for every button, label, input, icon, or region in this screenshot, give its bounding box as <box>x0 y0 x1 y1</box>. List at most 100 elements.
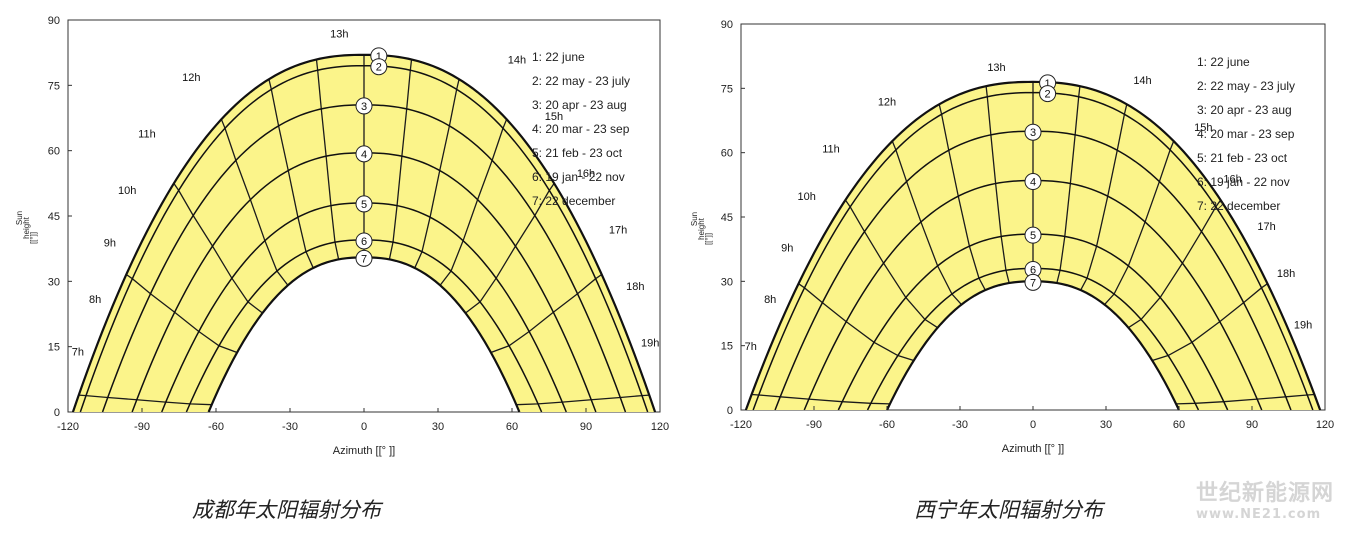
x-tick-label: 30 <box>1100 419 1112 431</box>
x-tick-label: -90 <box>806 419 822 431</box>
y-axis-title-line: height <box>697 217 706 240</box>
x-tick-label: 0 <box>1030 419 1036 431</box>
curve-marker-label-4: 4 <box>1030 177 1036 189</box>
curve-marker-7 <box>1024 273 1042 291</box>
hour-label: 10h <box>798 191 816 203</box>
x-tick-label: 120 <box>1316 419 1334 431</box>
hour-label: 14h <box>508 55 526 67</box>
hour-label: 19h <box>641 338 659 350</box>
curve-marker-2 <box>370 58 388 76</box>
x-tick-label: -90 <box>134 421 150 433</box>
legend-entry: 3: 20 apr - 23 aug <box>532 98 627 112</box>
x-axis-title: Azimuth [[° ]] <box>333 445 395 457</box>
curve-marker-label-7: 7 <box>1030 277 1036 289</box>
legend-entry: 3: 20 apr - 23 aug <box>1197 103 1292 117</box>
hour-label: 13h <box>330 28 348 40</box>
chengdu-caption: 成都年太阳辐射分布 <box>192 498 381 522</box>
curve-marker-2 <box>1039 85 1057 103</box>
curve-marker-5 <box>1024 226 1042 244</box>
hour-label: 18h <box>626 281 644 293</box>
legend-entry: 1: 22 june <box>532 50 585 64</box>
legend-entry: 7: 22 december <box>1197 199 1280 213</box>
x-tick-label: -30 <box>952 419 968 431</box>
hour-label: 9h <box>104 237 116 249</box>
y-axis-title-line: [[°]] <box>704 233 713 245</box>
curve-marker-label-4: 4 <box>361 149 367 161</box>
curve-marker-label-2: 2 <box>1045 89 1051 101</box>
legend-entry: 4: 20 mar - 23 sep <box>1197 127 1295 141</box>
hour-label: 8h <box>89 294 101 306</box>
y-tick-label: 30 <box>48 276 60 288</box>
hour-label: 8h <box>764 294 776 306</box>
curve-marker-label-3: 3 <box>1030 127 1036 139</box>
y-axis-title-line: height <box>22 216 31 239</box>
curve-marker-label-1: 1 <box>376 51 382 63</box>
y-tick-label: 15 <box>721 341 733 353</box>
curve-marker-label-5: 5 <box>361 199 367 211</box>
x-tick-label: -60 <box>208 421 224 433</box>
x-tick-label: 90 <box>1246 419 1258 431</box>
hour-label: 11h <box>822 144 840 156</box>
curve-marker-4 <box>1024 173 1042 191</box>
hour-label: 15h <box>545 111 563 123</box>
hour-label: 14h <box>1133 75 1151 87</box>
curve-marker-label-7: 7 <box>361 253 367 265</box>
hour-label: 12h <box>182 72 200 84</box>
y-tick-label: 0 <box>727 405 733 417</box>
hour-label: 11h <box>138 129 156 141</box>
xining-caption: 西宁年太阳辐射分布 <box>914 498 1103 522</box>
curve-marker-3 <box>1024 123 1042 141</box>
legend-entry: 4: 20 mar - 23 sep <box>532 122 630 136</box>
hour-label: 16h <box>577 168 595 180</box>
day-curve-2 <box>79 64 649 413</box>
hour-label: 17h <box>1257 221 1275 233</box>
curve-marker-7 <box>355 249 373 267</box>
y-tick-label: 45 <box>721 212 733 224</box>
legend-entry: 5: 21 feb - 23 oct <box>532 146 623 160</box>
hour-label: 13h <box>987 62 1005 74</box>
x-tick-label: -120 <box>57 421 79 433</box>
hour-label: 16h <box>1223 174 1241 186</box>
y-tick-label: 75 <box>721 83 733 95</box>
y-axis-title-line: [[°]] <box>29 232 38 244</box>
curve-marker-3 <box>355 97 373 115</box>
y-tick-label: 0 <box>54 407 60 419</box>
curve-marker-label-6: 6 <box>361 236 367 248</box>
x-tick-label: -60 <box>879 419 895 431</box>
hour-label: 7h <box>745 341 757 353</box>
hour-label: 19h <box>1294 320 1312 332</box>
y-tick-label: 30 <box>721 276 733 288</box>
x-tick-label: 60 <box>1173 419 1185 431</box>
x-tick-label: 90 <box>580 421 592 433</box>
curve-marker-label-5: 5 <box>1030 230 1036 242</box>
legend-entry: 2: 22 may - 23 july <box>1197 79 1295 93</box>
x-axis-title: Azimuth [[° ]] <box>1002 443 1064 455</box>
y-tick-label: 60 <box>721 148 733 160</box>
legend-entry: 7: 22 december <box>532 194 615 208</box>
day-curve-1 <box>744 80 1322 411</box>
legend-entry: 6: 19 jan - 22 nov <box>1197 175 1290 189</box>
y-tick-label: 45 <box>48 211 60 223</box>
hour-label: 12h <box>878 96 896 108</box>
legend-entry: 5: 21 feb - 23 oct <box>1197 151 1288 165</box>
hour-label: 15h <box>1194 122 1212 134</box>
watermark-line1: 世纪新能源网 <box>1196 481 1335 506</box>
y-axis-title-line: Sun <box>15 211 24 225</box>
x-tick-label: 60 <box>506 421 518 433</box>
y-tick-label: 90 <box>48 15 60 27</box>
curve-marker-4 <box>355 145 373 163</box>
hour-label: 7h <box>72 346 84 358</box>
y-axis-title-line: Sun <box>690 212 699 226</box>
curve-marker-label-3: 3 <box>361 101 367 113</box>
hour-label: 18h <box>1277 268 1295 280</box>
day-curve-1 <box>71 53 657 413</box>
curve-marker-5 <box>355 195 373 213</box>
legend-entry: 1: 22 june <box>1197 55 1250 69</box>
curve-marker-label-6: 6 <box>1030 264 1036 276</box>
watermark: 世纪新能源网 www.NE21.com <box>1196 481 1348 523</box>
curve-marker-6 <box>355 232 373 250</box>
day-curve-2 <box>752 91 1314 411</box>
